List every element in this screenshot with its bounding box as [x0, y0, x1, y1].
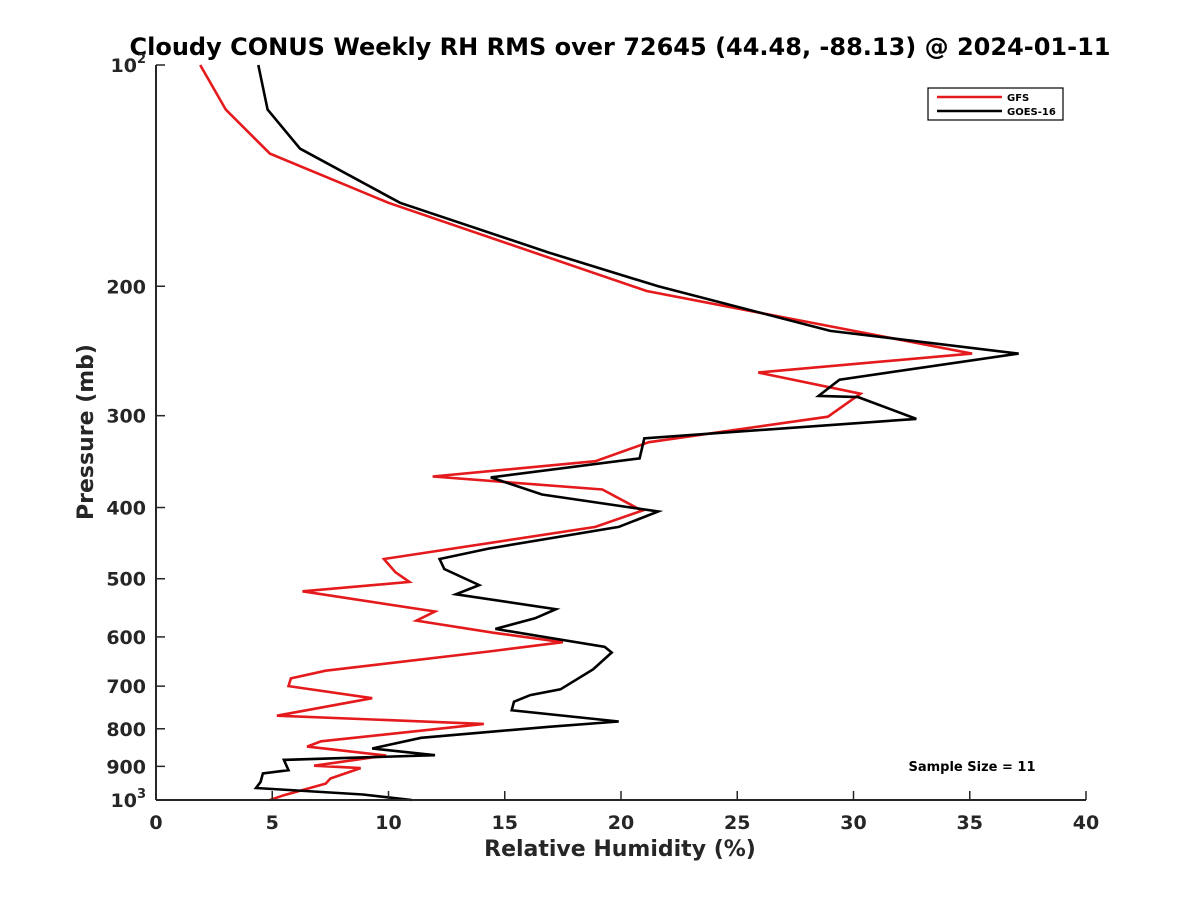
x-tick-label: 20 — [608, 812, 634, 834]
series-line-gfs — [199, 64, 973, 802]
x-axis-ticks: 0 5 10 15 20 25 30 35 40 — [149, 791, 1099, 834]
y-tick-base: 10 — [111, 790, 137, 812]
x-tick-label: 40 — [1073, 812, 1099, 834]
y-tick-label: 200 — [106, 276, 146, 298]
y-tick-label: 700 — [106, 676, 146, 698]
y-tick-exponent: 3 — [137, 787, 146, 802]
y-axis-label: Pressure (mb) — [74, 344, 99, 520]
y-tick-label: 500 — [106, 569, 146, 591]
x-axis-label: Relative Humidity (%) — [484, 837, 756, 862]
y-tick-label: 102 — [111, 52, 147, 77]
y-tick-exponent: 2 — [137, 52, 146, 67]
sample-size-annotation: Sample Size = 11 — [908, 760, 1035, 775]
x-tick-label: 30 — [840, 812, 866, 834]
plot-area: 0 5 10 15 20 25 30 35 40 10220030040050060070080… — [106, 52, 1099, 834]
y-tick-label: 400 — [106, 498, 146, 520]
legend-label-goes16: GOES-16 — [1007, 107, 1056, 118]
x-tick-label: 0 — [149, 812, 162, 834]
y-tick-label: 600 — [106, 627, 146, 649]
legend-label-gfs: GFS — [1007, 93, 1029, 104]
y-tick-label: 103 — [111, 787, 147, 812]
plot-background — [156, 65, 1086, 800]
y-tick-label: 300 — [106, 406, 146, 428]
legend: GFS GOES-16 — [927, 87, 1064, 121]
y-tick-label: 800 — [106, 719, 146, 741]
legend-box — [927, 87, 1064, 121]
x-tick-label: 10 — [375, 812, 401, 834]
series-line-goes16 — [253, 64, 1019, 802]
x-tick-label: 5 — [266, 812, 279, 834]
x-tick-label: 25 — [724, 812, 750, 834]
series-layer — [199, 64, 1019, 802]
y-tick-label: 900 — [106, 756, 146, 778]
x-tick-label: 15 — [492, 812, 518, 834]
y-tick-base: 10 — [111, 55, 137, 77]
chart-title: Cloudy CONUS Weekly RH RMS over 72645 (4… — [130, 33, 1111, 61]
x-tick-label: 35 — [957, 812, 983, 834]
